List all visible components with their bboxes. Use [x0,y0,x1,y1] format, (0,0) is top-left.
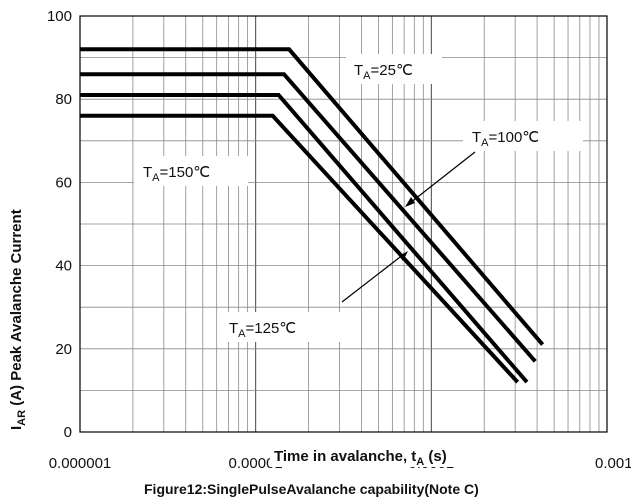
y-axis-title: IAR (A) Peak Avalanche Current [8,209,28,430]
y-tick-label: 80 [55,91,72,108]
y-tick-label: 20 [55,341,72,358]
arrow-100-head [405,197,415,207]
series-line-2 [80,93,529,384]
plot-frame [79,15,608,433]
label-box-25 [346,54,442,84]
label-ta-25: TA=25℃ [354,62,413,82]
y-tick-labels: 0 20 40 60 80 100 [47,8,72,441]
grid [80,16,607,432]
y-tick-label: 100 [47,8,72,25]
label-box-100 [463,121,583,151]
arrow-125-head [399,251,408,261]
figure-caption: Figure12:SinglePulseAvalanche capability… [144,481,479,497]
y-tick-label: 60 [55,174,72,191]
label-box-150 [134,156,248,186]
y-tick-label: 40 [55,258,72,275]
series-line-1 [80,72,537,363]
y-tick-label: 0 [64,424,72,441]
series-line-3 [80,113,520,384]
x-tick-label: 0.001 [595,455,631,472]
arrow-125-line [341,253,405,303]
series-lines [80,47,545,384]
x-axis-title: Time in avalanche, tA (s) [274,448,447,468]
x-tick-label: 0.00001 [229,455,283,472]
label-ta-150: TA=150℃ [143,164,210,184]
x-tick-label: 0.000001 [49,455,112,472]
series-line-0 [80,47,545,346]
label-ta-100: TA=100℃ [472,129,539,149]
label-ta-125: TA=125℃ [229,320,296,340]
x-axis-title-bg [270,441,522,467]
arrow-100-line [409,151,476,204]
label-box-125 [222,312,340,342]
